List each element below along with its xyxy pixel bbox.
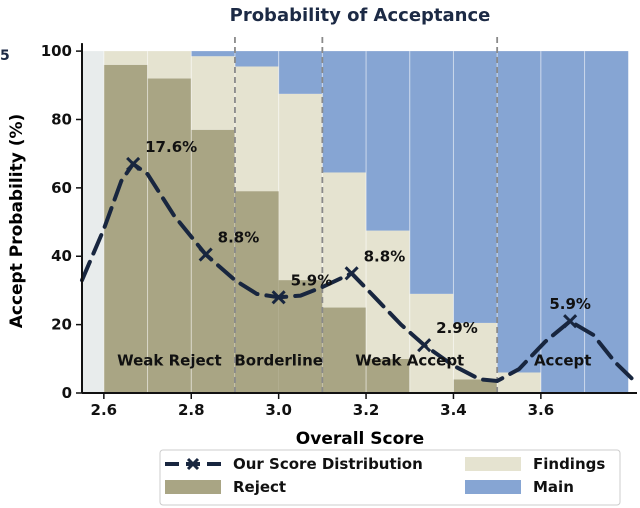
bar-reject-2 (191, 129, 235, 394)
marker-label-2: 5.9% (291, 271, 333, 289)
y-tick-label-5: 100 (41, 42, 72, 60)
marker-label-1: 8.8% (218, 229, 260, 247)
marker-label-3: 8.8% (364, 247, 406, 265)
x-tick-label-4: 3.4 (440, 401, 467, 419)
y-tick-label-2: 40 (51, 247, 72, 265)
bar-reject-overlay-1 (278, 280, 323, 393)
distribution-marker-3 (344, 266, 359, 281)
legend-swatch-findings (465, 457, 521, 471)
y-axis-label: Accept Probability (%) (7, 114, 27, 329)
legend-label-3: Main (533, 478, 574, 496)
plot-area: 17.6% 8.8% 5.9% 8.8% 2.9% 5.9% Weak Reject Bord… (41, 35, 637, 419)
region-label-3: Accept (534, 351, 591, 369)
bar-main-3 (234, 51, 279, 67)
legend-swatch-reject (165, 480, 221, 494)
bar-main-11 (584, 51, 629, 394)
region-label-1: Borderline (234, 351, 323, 369)
distribution-marker-2 (271, 290, 286, 305)
bar-findings-2 (191, 56, 235, 130)
legend-label-1: Findings (533, 455, 605, 473)
y-tick-label-1: 20 (51, 316, 72, 334)
legend: Our Score Distribution Findings Reject Main (159, 449, 621, 506)
bar-findings-7 (409, 293, 454, 393)
bar-reject-0 (103, 64, 148, 394)
bar-findings-9 (497, 372, 541, 393)
region-label-0: Weak Reject (117, 351, 222, 369)
bar-main-2 (191, 51, 235, 57)
region-label-2: Weak Accept (355, 351, 464, 369)
distribution-marker-5 (563, 314, 578, 329)
bar-main-8 (453, 51, 498, 323)
bar-main-6 (366, 51, 410, 231)
marker-label-4: 2.9% (436, 319, 478, 337)
x-tick-label-1: 2.8 (178, 401, 205, 419)
bar-main-7 (409, 51, 454, 294)
bar-reject-1 (147, 78, 192, 394)
bar-main-5 (322, 51, 367, 173)
marker-label-5: 5.9% (549, 295, 591, 313)
legend-swatch-marker (186, 457, 200, 471)
x-tick-label-5: 3.6 (528, 401, 555, 419)
edge-glyph: 5 (0, 48, 10, 64)
x-tick-label-0: 2.6 (91, 401, 118, 419)
first-bin-background (82, 51, 104, 394)
x-tick-label-2: 3.0 (265, 401, 292, 419)
x-tick-label-3: 3.2 (353, 401, 380, 419)
bar-reject-5 (322, 307, 367, 393)
bar-reject-8 (453, 379, 498, 393)
chart-title: Probability of Acceptance (230, 5, 491, 26)
legend-label-0: Our Score Distribution (233, 455, 423, 473)
marker-label-0: 17.6% (145, 138, 197, 156)
bar-main-10 (540, 51, 585, 394)
legend-swatch-main (465, 480, 521, 494)
bar-main-4 (278, 51, 323, 94)
bar-reject-6 (366, 358, 410, 393)
y-tick-label-4: 80 (51, 110, 72, 128)
distribution-marker-0 (126, 156, 141, 171)
legend-label-2: Reject (233, 478, 286, 496)
bar-main-9 (497, 51, 541, 373)
bar-findings-0 (103, 51, 148, 65)
y-tick-label-0: 0 (62, 384, 72, 402)
x-axis-label: Overall Score (296, 429, 424, 449)
bar-findings-1 (147, 51, 192, 79)
distribution-marker-4 (417, 338, 432, 353)
distribution-marker-1 (198, 247, 213, 262)
y-tick-label-3: 60 (51, 179, 72, 197)
